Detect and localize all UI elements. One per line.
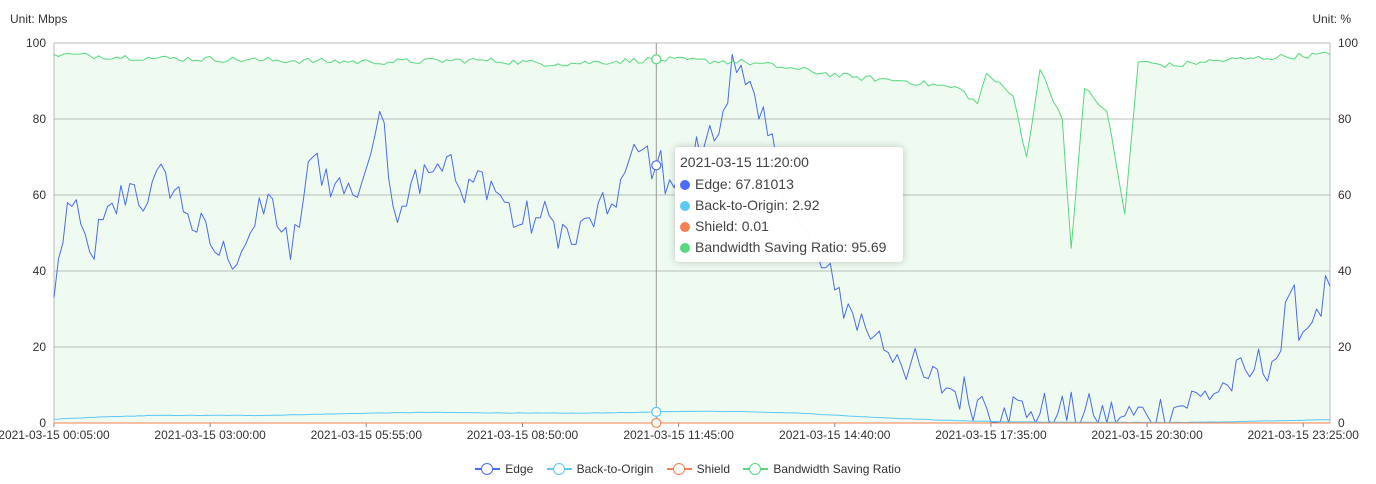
series-line-back-to-origin <box>53 410 1331 424</box>
y-left-tick-label: 80 <box>33 112 47 126</box>
tooltip-row-bandwidth-saving-ratio: Bandwidth Saving Ratio: 95.69 <box>680 237 898 258</box>
cursor-marker-edge <box>651 160 662 171</box>
legend-edge-label: Edge <box>505 462 534 476</box>
y-right-tick-label: 20 <box>1338 340 1352 354</box>
y-right-tick-label: 80 <box>1338 112 1352 126</box>
y-left-tick-label: 60 <box>33 188 47 202</box>
tooltip-row-back-to-origin: Back-to-Origin: 2.92 <box>680 195 898 216</box>
tooltip-time: 2021-03-15 11:20:00 <box>680 154 809 170</box>
x-tick-label: 2021-03-15 08:50:00 <box>467 428 579 442</box>
back-to-origin-dot-icon <box>680 201 690 211</box>
edge-dot-icon <box>680 180 690 190</box>
series-line-bandwidth-saving-ratio <box>53 51 1331 249</box>
y-right-tick-label: 100 <box>1338 36 1358 50</box>
legend-shield-line-icon <box>666 462 692 476</box>
left-axis-unit: Unit: Mbps <box>10 12 67 26</box>
legend-item-bandwidth-saving-ratio[interactable]: Bandwidth Saving Ratio <box>743 462 901 476</box>
right-axis-unit: Unit: % <box>1312 12 1351 26</box>
y-left-tick-label: 20 <box>33 340 47 354</box>
x-tick-label: 2021-03-15 20:30:00 <box>1091 428 1203 442</box>
x-tick-label: 2021-03-15 23:25:00 <box>1248 428 1360 442</box>
legend-shield-label: Shield <box>696 462 730 476</box>
legend-item-edge[interactable]: Edge <box>475 462 533 476</box>
y-left-tick-label: 40 <box>33 264 47 278</box>
x-tick-label: 2021-03-15 11:45:00 <box>623 428 734 442</box>
bandwidth-saving-ratio-dot-icon <box>680 243 690 253</box>
data-tooltip: 2021-03-15 11:20:00 Edge: 67.81013 Back-… <box>675 147 903 262</box>
tooltip-row-shield: Shield: 0.01 <box>680 216 898 237</box>
cursor-marker-shield <box>651 417 662 429</box>
legend-bandwidth-saving-ratio-label: Bandwidth Saving Ratio <box>773 462 901 476</box>
x-tick-label: 2021-03-15 17:35:00 <box>935 428 1047 442</box>
cursor-layer <box>651 43 662 429</box>
y-left-tick-label: 0 <box>39 416 46 430</box>
y-left-tick-label: 100 <box>26 36 46 50</box>
shield-dot-icon <box>680 222 690 232</box>
x-tick-label: 2021-03-15 03:00:00 <box>154 428 266 442</box>
y-right-tick-label: 40 <box>1338 264 1352 278</box>
cursor-marker-back-to-origin <box>651 406 662 418</box>
legend-back-to-origin-line-icon <box>546 462 572 476</box>
x-tick-label: 2021-03-15 14:40:00 <box>779 428 891 442</box>
legend-item-back-to-origin[interactable]: Back-to-Origin <box>546 462 654 476</box>
y-right-tick-label: 60 <box>1338 188 1352 202</box>
legend-item-shield[interactable]: Shield <box>666 462 730 476</box>
x-tick-label: 2021-03-15 00:05:00 <box>0 428 110 442</box>
x-tick-label: 2021-03-15 05:55:00 <box>311 428 423 442</box>
y-right-tick-label: 0 <box>1338 416 1345 430</box>
cursor-marker-bandwidth-saving-ratio <box>651 54 662 65</box>
legend-bandwidth-saving-ratio-line-icon <box>743 462 769 476</box>
legend-back-to-origin-label: Back-to-Origin <box>576 462 654 476</box>
chart-legend: Edge Back-to-Origin Shield Bandwidth Sav… <box>0 462 1376 479</box>
tooltip-row-edge: Edge: 67.81013 <box>680 174 898 195</box>
legend-edge-line-icon <box>475 462 501 476</box>
